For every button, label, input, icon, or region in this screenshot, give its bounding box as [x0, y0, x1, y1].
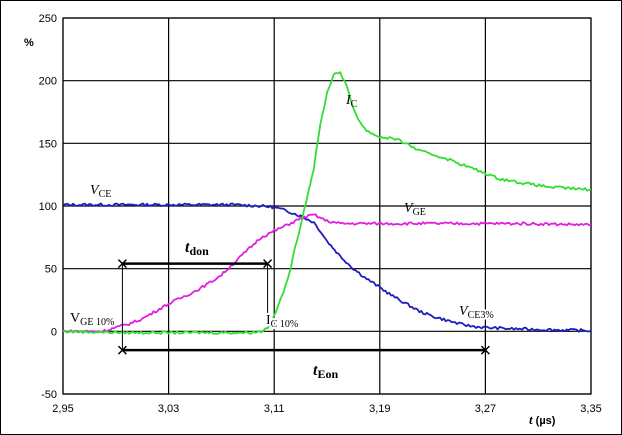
annotation-vce3: VCE3% [459, 304, 494, 321]
x-tick-label: 3,19 [369, 403, 390, 415]
y-tick-label: 250 [39, 13, 57, 25]
annotation-vge10: VGE 10% [70, 311, 114, 328]
series-line-i-c [62, 71, 592, 335]
grid [62, 17, 592, 395]
annotation-vge: VGE [404, 201, 426, 218]
labels: VCE VGE IC VGE 10% IC 10% VCE3% tdon tEon [68, 93, 496, 381]
annotation-teon: tEon [313, 362, 338, 381]
teon-start-marker [117, 345, 127, 355]
annotation-tdon: tdon [185, 239, 209, 258]
series-line-v-ge [62, 213, 592, 334]
axes: -50 0 50 100 150 200 250 2,95 3,03 3,11 3,19 3,27 3,… [24, 13, 602, 427]
x-tick-label: 3,11 [264, 403, 285, 415]
plot-area [62, 17, 592, 395]
x-tick-label: 3,35 [580, 403, 601, 415]
x-tick-label: 3,27 [475, 403, 496, 415]
y-tick-label: 100 [39, 201, 57, 213]
annotation-vce: VCE [90, 183, 111, 200]
markers [117, 259, 490, 355]
series-line-v-ce [62, 202, 592, 333]
y-tick-label: 200 [39, 76, 57, 88]
y-tick-label: 150 [39, 138, 57, 150]
x-axis-label: t (µs) [529, 412, 556, 427]
y-tick-label: 0 [51, 326, 57, 338]
annotation-ic: IC [345, 93, 358, 110]
x-tick-label: 3,03 [158, 403, 179, 415]
y-tick-label: -50 [41, 389, 57, 401]
annotation-ic10: IC 10% [266, 313, 298, 330]
y-axis-label: % [24, 37, 34, 49]
y-tick-label: 50 [45, 264, 57, 276]
x-tick-label: 2,95 [52, 403, 73, 415]
series-group [62, 71, 592, 335]
